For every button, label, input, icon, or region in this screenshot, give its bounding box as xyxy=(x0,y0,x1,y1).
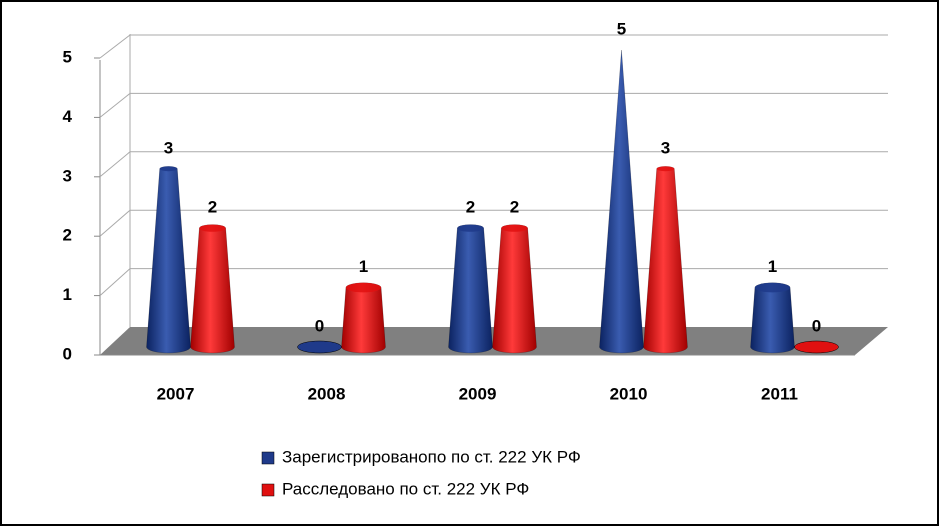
x-tick-label: 2009 xyxy=(459,384,497,403)
bar-top xyxy=(457,224,484,232)
grid-line-side xyxy=(99,93,131,118)
y-tick-label: 1 xyxy=(63,285,72,304)
bar-top xyxy=(754,282,791,293)
data-label: 0 xyxy=(315,316,324,335)
bar-top xyxy=(656,166,675,172)
bar xyxy=(341,282,386,354)
bar-top xyxy=(159,166,178,172)
x-tick-label: 2010 xyxy=(610,384,648,403)
x-tick-label: 2011 xyxy=(761,384,798,403)
legend-label: Расследовано по ст. 222 УК РФ xyxy=(282,479,529,498)
grid-line-side xyxy=(99,34,131,59)
data-label: 2 xyxy=(466,198,475,217)
bar xyxy=(599,49,644,354)
data-label: 1 xyxy=(359,257,368,276)
x-tick-label: 2008 xyxy=(308,384,346,403)
bar xyxy=(794,340,839,354)
bar xyxy=(750,282,795,354)
legend-swatch xyxy=(261,451,275,465)
bar-top xyxy=(501,224,528,232)
y-tick-label: 0 xyxy=(63,344,72,363)
grid-line-side xyxy=(99,268,131,296)
grid-line-side xyxy=(99,151,131,178)
y-tick-label: 4 xyxy=(63,107,73,126)
data-label: 0 xyxy=(812,316,821,335)
data-label: 5 xyxy=(617,19,626,38)
bar-top xyxy=(345,282,382,293)
y-tick-label: 5 xyxy=(63,47,72,66)
bar-top xyxy=(199,224,226,232)
data-label: 3 xyxy=(164,138,173,157)
data-label: 3 xyxy=(661,138,670,157)
bar xyxy=(297,340,342,354)
y-tick-label: 2 xyxy=(63,226,72,245)
bar xyxy=(643,166,688,354)
y-tick-label: 3 xyxy=(63,166,72,185)
data-label: 2 xyxy=(510,198,519,217)
data-label: 2 xyxy=(208,198,217,217)
legend-label: Зарегистрированопо по ст. 222 УК РФ xyxy=(282,447,581,466)
grid-line-side xyxy=(99,209,131,237)
legend-swatch xyxy=(261,483,275,497)
data-label: 1 xyxy=(768,257,777,276)
x-tick-label: 2007 xyxy=(157,384,195,403)
